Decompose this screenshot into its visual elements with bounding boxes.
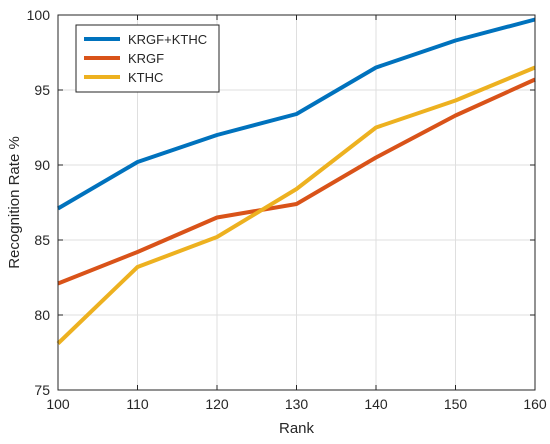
y-tick-label: 90 [34, 157, 50, 173]
y-tick-label: 75 [34, 382, 50, 398]
y-tick-label: 85 [34, 232, 50, 248]
x-tick-label: 160 [523, 396, 547, 412]
legend: KRGF+KTHC KRGF KTHC [75, 24, 220, 93]
x-tick-label: 100 [46, 396, 70, 412]
x-tick-label: 110 [126, 396, 149, 412]
legend-label: KRGF+KTHC [128, 32, 207, 47]
legend-label: KRGF [128, 51, 164, 66]
y-tick-label: 95 [34, 82, 50, 98]
x-tick-label: 150 [444, 396, 468, 412]
series-lines [56, 17, 536, 345]
legend-label: KTHC [128, 70, 163, 85]
y-tick-label: 100 [27, 7, 51, 23]
x-tick-label: 140 [364, 396, 388, 412]
x-tick-label: 130 [285, 396, 309, 412]
series-line-krgf [57, 77, 536, 286]
series-line-krgf-kthc [56, 17, 536, 211]
axis-ticks: 100 110 120 130 140 150 160 75 80 85 90 95 100 [27, 7, 547, 412]
y-tick-label: 80 [34, 307, 50, 323]
series-line-kthc [56, 65, 536, 345]
x-tick-label: 120 [205, 396, 229, 412]
x-axis-title: Rank [279, 420, 315, 437]
y-axis-title: Recognition Rate % [6, 136, 23, 269]
